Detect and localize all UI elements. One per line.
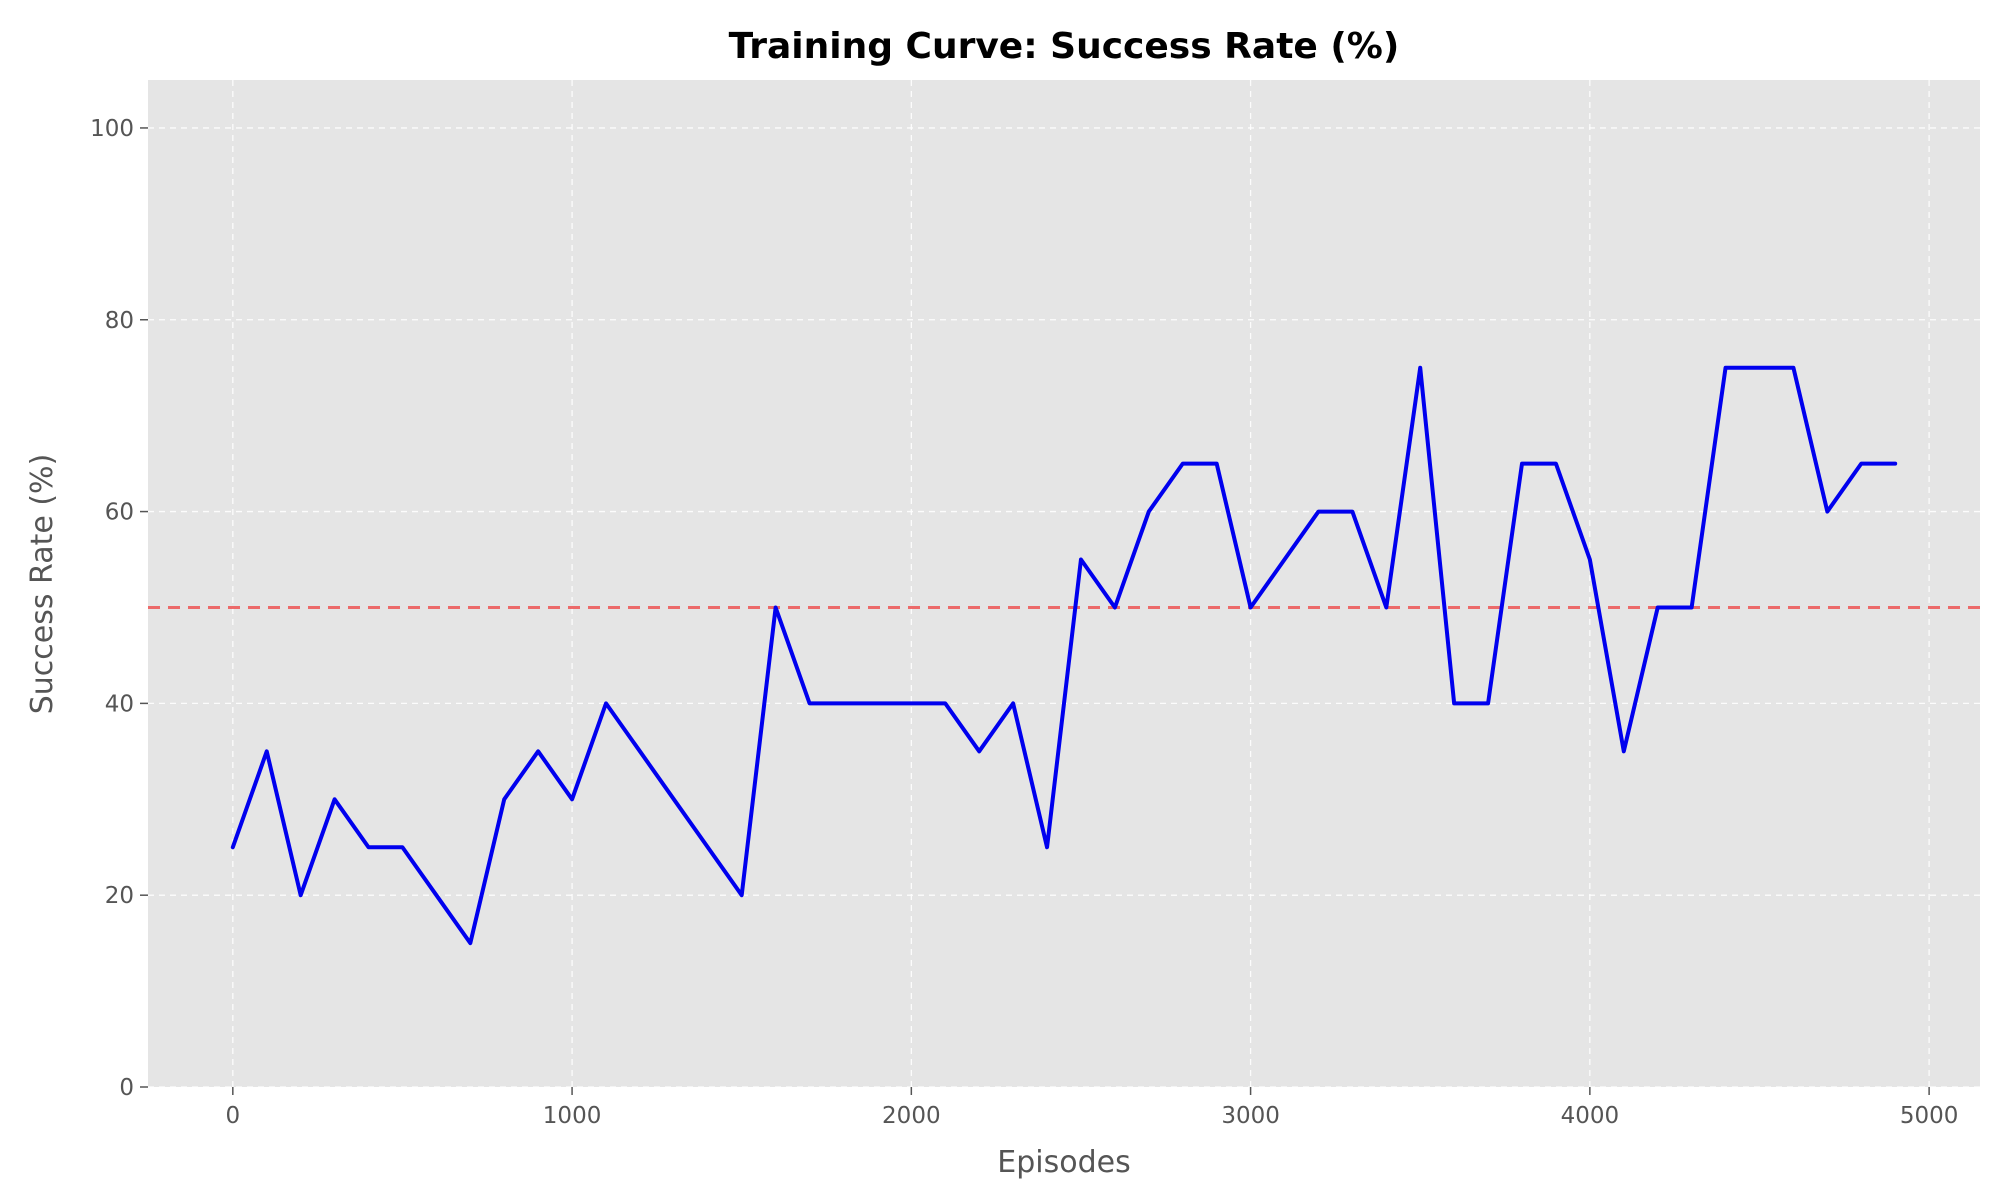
- x-tick-label: 3000: [1221, 1103, 1280, 1129]
- x-tick-label: 5000: [1900, 1103, 1959, 1129]
- ticks-group: 0 1000 2000 3000 4000 5000 0 20 40 60 80 100: [90, 116, 1958, 1129]
- y-tick-label: 40: [105, 691, 134, 717]
- x-tick-label: 4000: [1561, 1103, 1620, 1129]
- y-axis-label: Success Rate (%): [25, 454, 60, 715]
- x-axis-label: Episodes: [997, 1145, 1130, 1180]
- x-tick-label: 2000: [882, 1103, 941, 1129]
- series-group: [230, 365, 1898, 946]
- x-tick-label: 1000: [543, 1103, 602, 1129]
- plot-background: [148, 80, 1980, 1087]
- y-tick-label: 80: [105, 308, 134, 334]
- y-tick-label: 100: [90, 116, 134, 142]
- y-tick-label: 0: [119, 1075, 134, 1101]
- chart-title: Training Curve: Success Rate (%): [729, 26, 1400, 67]
- series-line: [230, 365, 1898, 946]
- x-tick-label: 0: [225, 1103, 240, 1129]
- y-tick-label: 60: [105, 500, 134, 526]
- y-tick-label: 20: [105, 883, 134, 909]
